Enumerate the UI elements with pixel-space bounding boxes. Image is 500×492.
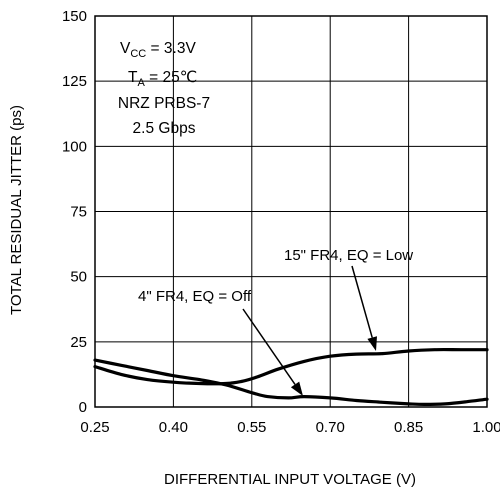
series-lines — [93, 347, 489, 406]
rate-condition: 2.5 Gbps — [133, 120, 196, 137]
x-tick-label: 0.70 — [316, 419, 345, 436]
y-axis-label: TOTAL RESIDUAL JITTER (ps) — [8, 105, 25, 315]
x-tick-label: 0.40 — [159, 419, 188, 436]
series-line-15in-eq-low — [93, 347, 489, 386]
x-tick-label: 1.00 — [472, 419, 500, 436]
x-tick-labels: 0.25 0.40 0.55 0.70 0.85 1.00 — [80, 419, 500, 436]
x-tick-label: 0.55 — [237, 419, 266, 436]
series-label-4in-eq-off: 4" FR4, EQ = Off — [138, 288, 252, 305]
y-tick-label: 100 — [62, 138, 87, 155]
series-line-4in-eq-off — [93, 358, 489, 406]
vcc-condition: VCC = 3.3V — [120, 40, 196, 60]
y-tick-label: 50 — [70, 269, 87, 286]
y-tick-label: 150 — [62, 8, 87, 25]
x-tick-label: 0.25 — [80, 419, 109, 436]
arrow-4in-eq-off — [242, 308, 303, 396]
y-tick-label: 0 — [79, 399, 87, 416]
arrow-15in-eq-low — [351, 265, 377, 351]
series-label-15in-eq-low: 15" FR4, EQ = Low — [284, 247, 413, 264]
pattern-condition: NRZ PRBS-7 — [118, 95, 210, 112]
plot-frame — [94, 15, 488, 408]
y-tick-labels: 0 25 50 75 100 125 150 — [62, 8, 87, 416]
y-tick-label: 125 — [62, 73, 87, 90]
x-tick-label: 0.85 — [394, 419, 423, 436]
annotation-arrows — [242, 265, 377, 396]
x-axis-label: DIFFERENTIAL INPUT VOLTAGE (V) — [164, 471, 416, 488]
y-tick-label: 75 — [70, 204, 87, 221]
ta-condition: TA = 25℃ — [128, 69, 197, 89]
y-tick-label: 25 — [70, 334, 87, 351]
